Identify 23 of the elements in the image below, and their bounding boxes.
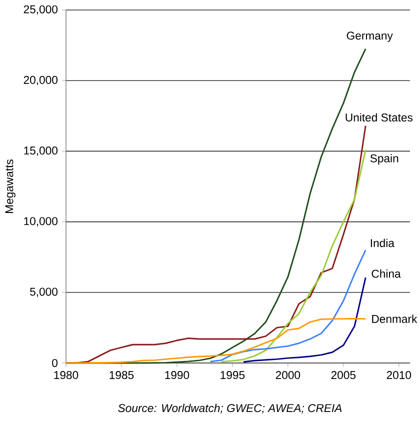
series-label: Spain [370, 154, 398, 165]
y-tick-label: 20,000 [24, 76, 58, 86]
x-tick-label: 1985 [110, 371, 134, 380]
series-label: India [371, 238, 395, 248]
series-label: Denmark [372, 314, 418, 323]
y-tick-label: 15,000 [24, 146, 58, 156]
y-axis-title: Megawatts [6, 160, 16, 213]
line-series [243, 276, 367, 363]
x-tick-label: 2010 [387, 371, 412, 380]
x-tick-label: 2000 [276, 371, 300, 380]
x-tick-label: 1980 [54, 371, 78, 380]
y-tick-label: 10,000 [24, 217, 58, 226]
x-tick-label: 2005 [332, 371, 356, 380]
series-label: Germany [347, 32, 394, 42]
series-label: United States [346, 113, 413, 122]
y-tick-label: 5,000 [30, 288, 58, 298]
y-tick-label: 0 [52, 358, 58, 368]
series-label: China [372, 269, 402, 278]
line-series [220, 149, 367, 362]
x-tick-label: 1990 [165, 371, 190, 380]
x-tick-label: 1995 [220, 371, 245, 380]
source-note: Source: Worldwatch; GWEC; AWEA; CREIA [118, 404, 342, 414]
y-tick-label: 25,000 [24, 5, 58, 15]
